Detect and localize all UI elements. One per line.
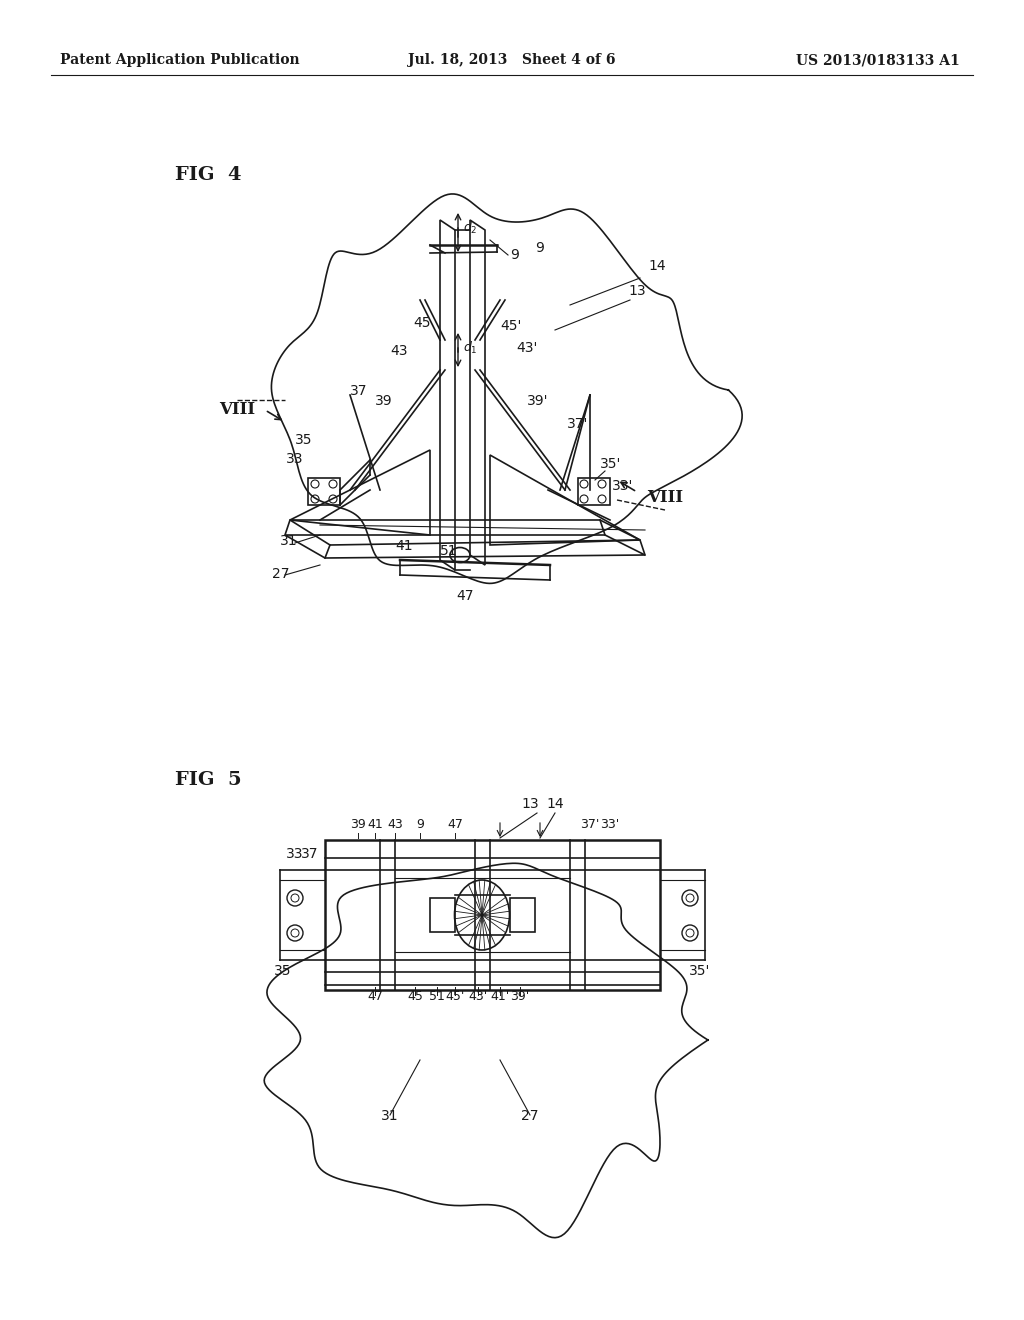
Text: 35: 35	[274, 964, 292, 978]
Text: 33: 33	[287, 847, 304, 861]
Text: 39': 39'	[510, 990, 529, 1003]
Text: US 2013/0183133 A1: US 2013/0183133 A1	[797, 53, 961, 67]
Text: 47: 47	[457, 589, 474, 603]
Text: 37: 37	[301, 847, 318, 861]
Text: FIG  4: FIG 4	[175, 166, 242, 183]
Text: 43: 43	[390, 345, 408, 358]
Text: 51: 51	[429, 990, 445, 1003]
Text: 35': 35'	[600, 457, 622, 471]
Text: VIII: VIII	[219, 401, 255, 418]
Text: 9: 9	[510, 248, 519, 261]
Text: 31: 31	[381, 1109, 398, 1123]
Text: 45': 45'	[445, 990, 465, 1003]
Text: FIG  5: FIG 5	[175, 771, 242, 789]
Text: 43': 43'	[516, 341, 538, 355]
Text: 33': 33'	[600, 818, 620, 832]
Text: 27: 27	[272, 568, 290, 581]
Text: 33: 33	[286, 451, 303, 466]
Text: 39: 39	[375, 393, 392, 408]
Text: 27: 27	[521, 1109, 539, 1123]
Text: 39: 39	[350, 818, 366, 832]
Text: 35': 35'	[689, 964, 711, 978]
Text: 35: 35	[295, 433, 312, 447]
Text: 9: 9	[416, 818, 424, 832]
Text: 37: 37	[350, 384, 368, 399]
Text: 43': 43'	[468, 990, 487, 1003]
Text: 45': 45'	[500, 319, 521, 333]
Text: 41: 41	[368, 818, 383, 832]
Text: 33': 33'	[612, 479, 634, 492]
Text: 14: 14	[648, 259, 666, 273]
Text: 47: 47	[367, 990, 383, 1003]
Text: 9: 9	[535, 242, 544, 255]
Text: VIII: VIII	[647, 488, 683, 506]
Text: 14: 14	[546, 797, 564, 810]
Text: 41: 41	[395, 539, 413, 553]
Text: 41': 41'	[490, 990, 510, 1003]
Text: Jul. 18, 2013   Sheet 4 of 6: Jul. 18, 2013 Sheet 4 of 6	[409, 53, 615, 67]
Text: 13: 13	[628, 284, 645, 298]
Text: 39': 39'	[527, 393, 549, 408]
Text: 37': 37'	[567, 417, 589, 432]
Text: 45: 45	[413, 315, 430, 330]
Text: Patent Application Publication: Patent Application Publication	[60, 53, 300, 67]
Text: 31: 31	[280, 535, 298, 548]
Text: 47: 47	[447, 818, 463, 832]
Text: 45: 45	[408, 990, 423, 1003]
Text: $d_2$: $d_2$	[463, 220, 477, 236]
Text: $d_1$: $d_1$	[463, 341, 477, 356]
Text: 43: 43	[387, 818, 402, 832]
Text: 13: 13	[521, 797, 539, 810]
Text: 37': 37'	[581, 818, 600, 832]
Text: 51: 51	[440, 544, 458, 558]
